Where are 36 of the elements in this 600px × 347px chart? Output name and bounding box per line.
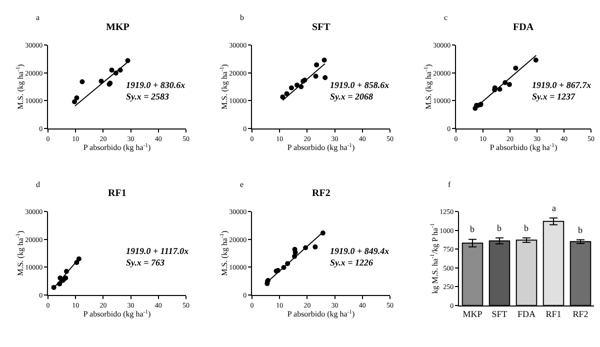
text: f (448, 180, 451, 189)
text: c (444, 13, 448, 22)
chart-title: MKP (106, 22, 130, 33)
x-tick-label: RF2 (572, 309, 588, 320)
annotation: Sy.x = 2068 (330, 92, 374, 102)
x-axis-title: P absorbido (kg ha$^{-1}$) (287, 142, 355, 152)
annotation: 1919.0 + 1117.0x (126, 246, 190, 256)
annotation: b (578, 225, 583, 235)
annotation: 1919.0 + 867.7x (532, 80, 592, 90)
annotation: Sy.x = 1237 (532, 92, 576, 102)
text: d (36, 180, 40, 189)
annotation: b (524, 223, 529, 233)
x-tick-label: FDA (517, 309, 536, 320)
x-axis-title: P absorbido (kg ha$^{-1}$) (83, 142, 151, 152)
annotation: b (470, 224, 475, 234)
text: e (240, 180, 244, 189)
text: a (36, 13, 40, 22)
x-axis-title: P absorbido (kg ha$^{-1}$) (83, 309, 151, 319)
annotation: 1919.0 + 858.6x (330, 80, 390, 90)
chart-title: RF1 (108, 188, 126, 199)
annotation: 1919.0 + 849.4x (330, 246, 390, 256)
chart-title: SFT (312, 22, 331, 33)
x-tick-label: MKP (462, 309, 482, 320)
annotation: 1919.0 + 830.6x (126, 80, 186, 90)
x-tick-label: RF1 (546, 309, 562, 320)
text: b (240, 13, 244, 22)
x-axis-title: P absorbido (kg ha$^{-1}$) (287, 309, 355, 319)
annotation: Sy.x = 2583 (126, 92, 170, 102)
annotation: Sy.x = 1226 (330, 258, 374, 268)
chart-title: FDA (513, 22, 534, 33)
x-axis-title: P absorbido (kg ha$^{-1}$) (490, 142, 558, 152)
chart-title: RF2 (312, 188, 330, 199)
annotation: Sy.x = 763 (126, 258, 166, 268)
x-tick-label: SFT (492, 309, 508, 320)
annotation: b (497, 223, 502, 233)
annotation: a (552, 203, 556, 213)
